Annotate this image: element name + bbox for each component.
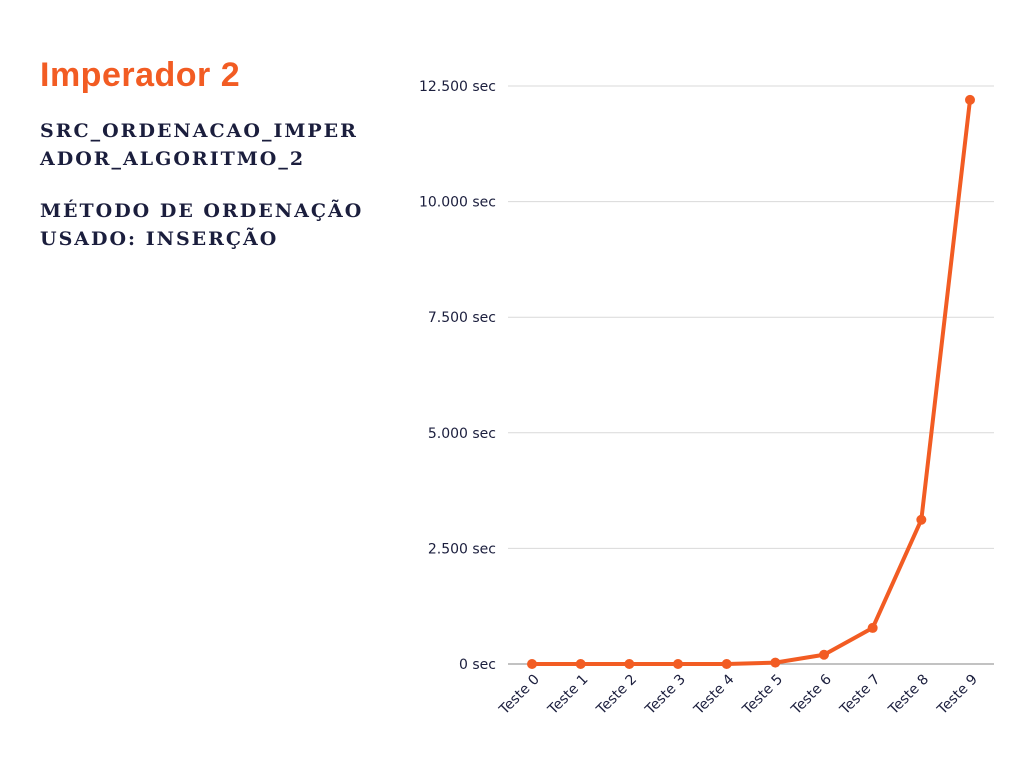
data-point [721,659,732,669]
page-title: Imperador 2 [40,56,241,94]
x-tick-label: Teste 0 [496,672,543,719]
data-point [867,622,878,633]
data-point [527,659,537,669]
x-tick-label: Teste 4 [690,671,737,718]
source-name: SRC_ORDENACAO_IMPERADOR_ALGORITMO_2 [40,120,358,171]
data-point [624,659,635,669]
data-point [673,659,683,669]
series-line-path [530,97,972,666]
y-tick-label: 2.500 sec [428,541,496,557]
data-point [965,94,975,105]
y-tick-label: 5.000 sec [428,426,496,442]
x-tick-label: Teste 8 [885,672,932,719]
series-line [530,97,972,666]
x-tick-label: Teste 6 [788,671,835,718]
sort-method: MÉTODO DE ORDENAÇÃO USADO: INSERÇÃO [40,200,364,251]
y-tick-label: 7.500 sec [428,310,496,326]
y-tick-label: 12.500 sec [419,79,496,95]
header-panel: Imperador 2 SRC_ORDENACAO_IMPERADOR_ALGO… [40,56,380,277]
data-point [575,659,586,669]
x-tick-label: Teste 2 [593,672,640,719]
data-point [819,649,829,660]
data-point [770,657,781,668]
x-tick-label: Teste 9 [934,672,981,719]
y-tick-label: 0 sec [459,657,496,673]
x-tick-labels: Teste 0 Teste 1 Teste 2 Teste 3 Teste 4 Teste… [496,671,981,718]
x-tick-label: Teste 1 [544,672,591,719]
y-tick-label: 10.000 sec [419,195,496,211]
y-tick-labels: 0 sec 2.500 sec 5.000 sec 7.500 sec 10.000 s… [419,79,496,673]
x-tick-label: Teste 5 [739,672,786,719]
data-point [916,514,927,525]
x-tick-label: Teste 7 [836,672,883,719]
data-points [527,94,975,669]
grid-lines [508,85,994,665]
x-tick-label: Teste 3 [642,672,689,719]
